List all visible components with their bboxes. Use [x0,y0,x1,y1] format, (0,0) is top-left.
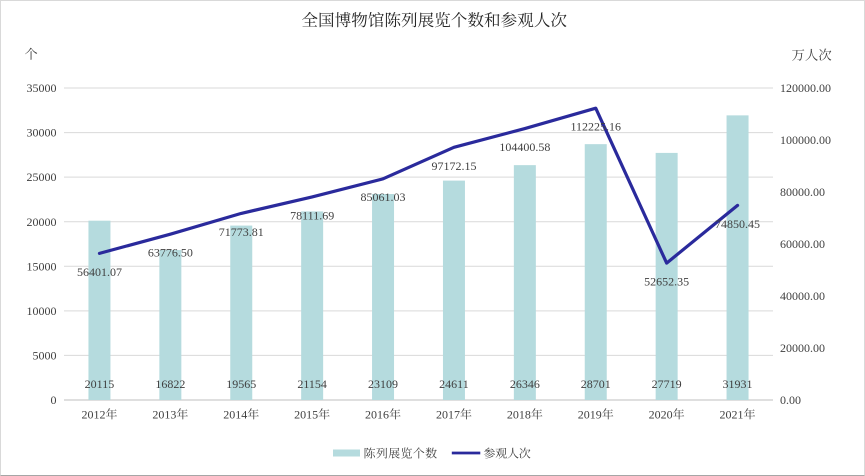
svg-text:2014: 2014 [223,408,247,422]
svg-text:19565: 19565 [226,377,256,391]
svg-text:24611: 24611 [439,377,469,391]
svg-text:31931: 31931 [723,377,753,391]
svg-text:40000.00: 40000.00 [780,289,825,303]
svg-text:2020: 2020 [649,408,673,422]
svg-text:21154: 21154 [297,377,327,391]
svg-text:28701: 28701 [581,377,611,391]
svg-text:23109: 23109 [368,377,398,391]
svg-text:112225.16: 112225.16 [570,120,621,134]
svg-text:2016: 2016 [365,408,389,422]
svg-text:25000: 25000 [27,170,57,184]
svg-text:78111.69: 78111.69 [290,208,334,222]
svg-text:71773.81: 71773.81 [219,225,264,239]
svg-text:0: 0 [51,393,57,407]
svg-text:5000: 5000 [33,349,57,363]
svg-text:2012: 2012 [81,408,105,422]
svg-text:2018: 2018 [507,408,531,422]
svg-text:85061.03: 85061.03 [361,190,406,204]
svg-text:15000: 15000 [27,259,57,273]
svg-text:27719: 27719 [652,377,682,391]
svg-text:10000: 10000 [27,304,57,318]
svg-text:100000.00: 100000.00 [780,133,831,147]
svg-text:52652.35: 52652.35 [644,275,689,289]
svg-text:97172.15: 97172.15 [431,159,476,173]
svg-text:104400.58: 104400.58 [499,140,550,154]
svg-text:2019: 2019 [578,408,602,422]
svg-text:2015: 2015 [294,408,318,422]
svg-text:120000.00: 120000.00 [780,81,831,95]
svg-text:20000.00: 20000.00 [780,341,825,355]
svg-text:80000.00: 80000.00 [780,185,825,199]
svg-text:2017: 2017 [436,408,460,422]
svg-text:20115: 20115 [85,377,115,391]
svg-text:74850.45: 74850.45 [715,217,760,231]
svg-text:26346: 26346 [510,377,540,391]
svg-text:63776.50: 63776.50 [148,246,193,260]
svg-text:60000.00: 60000.00 [780,237,825,251]
svg-text:56401.07: 56401.07 [77,265,122,279]
svg-text:30000: 30000 [27,126,57,140]
svg-text:20000: 20000 [27,215,57,229]
svg-text:35000: 35000 [27,81,57,95]
svg-text:0.00: 0.00 [780,393,801,407]
svg-text:16822: 16822 [155,377,185,391]
svg-text:2021: 2021 [720,408,744,422]
svg-text:2013: 2013 [152,408,176,422]
